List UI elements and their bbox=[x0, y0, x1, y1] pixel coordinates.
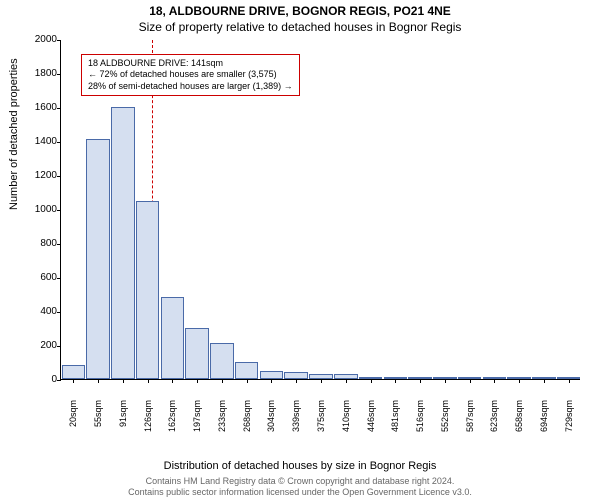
x-tick-mark bbox=[197, 379, 198, 383]
y-tick-label: 1000 bbox=[25, 204, 57, 215]
x-tick-label: 658sqm bbox=[514, 400, 524, 440]
histogram-bar bbox=[260, 371, 284, 380]
annotation-line3: 28% of semi-detached houses are larger (… bbox=[88, 81, 293, 92]
x-tick-label: 233sqm bbox=[217, 400, 227, 440]
x-tick-label: 623sqm bbox=[489, 400, 499, 440]
histogram-bar bbox=[111, 107, 135, 379]
x-tick-label: 20sqm bbox=[68, 400, 78, 440]
x-tick-mark bbox=[519, 379, 520, 383]
x-tick-label: 410sqm bbox=[341, 400, 351, 440]
y-tick-label: 600 bbox=[25, 272, 57, 283]
x-tick-label: 162sqm bbox=[167, 400, 177, 440]
histogram-bar bbox=[284, 372, 308, 379]
x-tick-mark bbox=[371, 379, 372, 383]
x-tick-label: 481sqm bbox=[390, 400, 400, 440]
y-tick-label: 1400 bbox=[25, 136, 57, 147]
annotation-box: 18 ALDBOURNE DRIVE: 141sqm ← 72% of deta… bbox=[81, 54, 300, 96]
y-tick-label: 2000 bbox=[25, 34, 57, 45]
y-tick-mark bbox=[57, 40, 61, 41]
chart-container: 18 ALDBOURNE DRIVE: 141sqm ← 72% of deta… bbox=[60, 40, 580, 410]
x-tick-mark bbox=[73, 379, 74, 383]
x-tick-label: 516sqm bbox=[415, 400, 425, 440]
x-tick-mark bbox=[98, 379, 99, 383]
y-axis-label: Number of detached properties bbox=[8, 58, 20, 210]
x-tick-mark bbox=[321, 379, 322, 383]
x-tick-mark bbox=[222, 379, 223, 383]
histogram-bar bbox=[86, 139, 110, 379]
histogram-bar bbox=[161, 297, 185, 379]
x-tick-label: 339sqm bbox=[291, 400, 301, 440]
x-tick-label: 268sqm bbox=[242, 400, 252, 440]
y-tick-label: 0 bbox=[25, 374, 57, 385]
y-tick-mark bbox=[57, 108, 61, 109]
y-tick-mark bbox=[57, 244, 61, 245]
x-tick-label: 304sqm bbox=[266, 400, 276, 440]
x-axis-label: Distribution of detached houses by size … bbox=[0, 460, 600, 472]
histogram-bar bbox=[62, 365, 86, 379]
x-tick-label: 197sqm bbox=[192, 400, 202, 440]
y-tick-label: 400 bbox=[25, 306, 57, 317]
y-tick-mark bbox=[57, 346, 61, 347]
y-tick-label: 1600 bbox=[25, 102, 57, 113]
y-tick-label: 800 bbox=[25, 238, 57, 249]
x-tick-mark bbox=[544, 379, 545, 383]
footer-copyright-1: Contains HM Land Registry data © Crown c… bbox=[0, 476, 600, 486]
x-tick-mark bbox=[470, 379, 471, 383]
y-tick-mark bbox=[57, 142, 61, 143]
x-tick-label: 694sqm bbox=[539, 400, 549, 440]
x-tick-label: 446sqm bbox=[366, 400, 376, 440]
plot-area: 18 ALDBOURNE DRIVE: 141sqm ← 72% of deta… bbox=[60, 40, 580, 380]
annotation-line1: 18 ALDBOURNE DRIVE: 141sqm bbox=[88, 58, 293, 69]
x-tick-label: 55sqm bbox=[93, 400, 103, 440]
y-tick-mark bbox=[57, 380, 61, 381]
x-tick-mark bbox=[296, 379, 297, 383]
x-tick-mark bbox=[569, 379, 570, 383]
x-tick-mark bbox=[420, 379, 421, 383]
x-tick-mark bbox=[395, 379, 396, 383]
y-tick-label: 1800 bbox=[25, 68, 57, 79]
y-tick-mark bbox=[57, 74, 61, 75]
x-tick-mark bbox=[247, 379, 248, 383]
y-tick-label: 1200 bbox=[25, 170, 57, 181]
histogram-bar bbox=[136, 201, 160, 380]
x-tick-mark bbox=[445, 379, 446, 383]
x-tick-mark bbox=[123, 379, 124, 383]
x-tick-mark bbox=[148, 379, 149, 383]
y-tick-mark bbox=[57, 278, 61, 279]
y-tick-mark bbox=[57, 312, 61, 313]
chart-title-main: 18, ALDBOURNE DRIVE, BOGNOR REGIS, PO21 … bbox=[0, 4, 600, 18]
x-tick-label: 126sqm bbox=[143, 400, 153, 440]
y-tick-mark bbox=[57, 210, 61, 211]
x-tick-label: 91sqm bbox=[118, 400, 128, 440]
histogram-bar bbox=[210, 343, 234, 379]
y-tick-label: 200 bbox=[25, 340, 57, 351]
x-tick-mark bbox=[346, 379, 347, 383]
y-tick-mark bbox=[57, 176, 61, 177]
annotation-line2: ← 72% of detached houses are smaller (3,… bbox=[88, 69, 293, 80]
x-tick-label: 587sqm bbox=[465, 400, 475, 440]
x-tick-label: 729sqm bbox=[564, 400, 574, 440]
chart-title-sub: Size of property relative to detached ho… bbox=[0, 20, 600, 34]
x-tick-mark bbox=[494, 379, 495, 383]
histogram-bar bbox=[185, 328, 209, 379]
histogram-bar bbox=[235, 362, 259, 379]
x-tick-mark bbox=[271, 379, 272, 383]
x-tick-label: 375sqm bbox=[316, 400, 326, 440]
footer-copyright-2: Contains public sector information licen… bbox=[0, 487, 600, 497]
x-tick-mark bbox=[172, 379, 173, 383]
x-tick-label: 552sqm bbox=[440, 400, 450, 440]
